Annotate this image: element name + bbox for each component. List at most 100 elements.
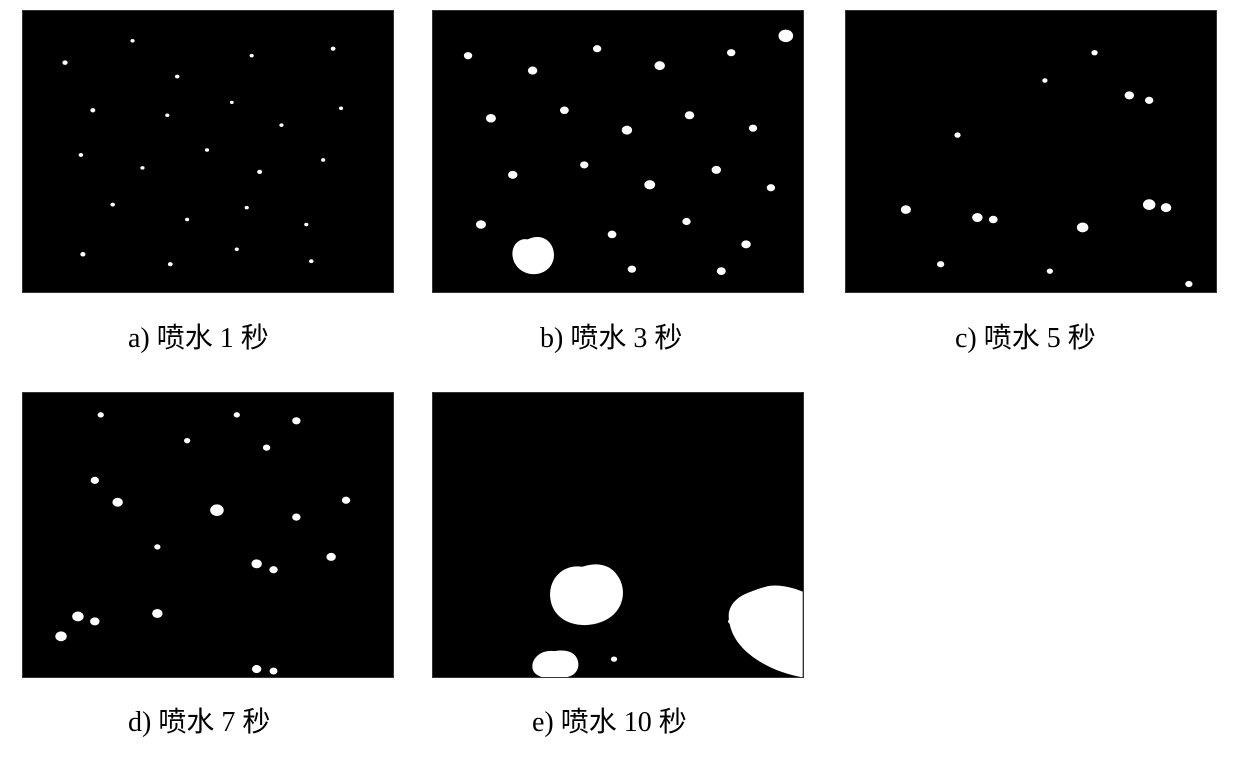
droplet-spot <box>989 216 998 224</box>
droplet-spot <box>1077 223 1088 233</box>
caption-a: a) 喷水 1 秒 <box>128 316 269 356</box>
caption-e: e) 喷水 10 秒 <box>532 700 687 740</box>
droplet-spot <box>972 213 982 222</box>
caption-b: b) 喷水 3 秒 <box>540 316 682 356</box>
droplet-spot <box>235 248 239 252</box>
droplet-spot <box>90 617 99 625</box>
droplet-spot <box>140 166 144 170</box>
droplet-spot <box>580 161 588 168</box>
panel-b-image <box>433 11 803 292</box>
droplet-spot <box>1042 78 1047 82</box>
droplet-spot <box>91 477 99 484</box>
droplet-spot <box>175 75 180 79</box>
droplet-spot <box>257 170 262 174</box>
droplet-spot <box>954 132 960 137</box>
droplet-spot <box>165 113 169 117</box>
droplet-spot <box>321 158 325 162</box>
droplet-spot <box>251 559 261 568</box>
droplet-spot <box>901 205 911 214</box>
droplet-spot <box>210 504 224 516</box>
droplet-spot <box>611 656 617 661</box>
droplet-spot <box>205 148 209 152</box>
droplet-spot <box>1047 268 1053 273</box>
droplet-spot <box>90 108 95 112</box>
droplet-spot <box>270 668 278 675</box>
droplet-spot <box>263 444 270 450</box>
droplet-spot <box>130 39 134 43</box>
droplet-spot <box>682 218 690 225</box>
panel-b <box>432 10 804 293</box>
droplet-blob <box>729 585 803 677</box>
droplet-spot <box>1125 91 1134 99</box>
droplet-spot <box>79 153 84 157</box>
droplet-blob <box>512 237 554 274</box>
droplet-spot <box>1161 203 1171 212</box>
droplet-spot <box>184 438 190 443</box>
droplet-spot <box>717 267 726 275</box>
droplet-spot <box>1145 97 1153 104</box>
droplet-spot <box>245 206 249 210</box>
droplet-spot <box>331 47 336 51</box>
droplet-spot <box>98 412 104 417</box>
droplet-spot <box>326 553 335 561</box>
panel-d <box>22 392 394 678</box>
droplet-spot <box>1185 281 1192 287</box>
droplet-spot <box>464 52 472 59</box>
droplet-spot <box>767 184 775 191</box>
droplet-spot <box>250 54 254 58</box>
droplet-spot <box>304 223 308 227</box>
droplet-spot <box>508 171 517 179</box>
droplet-spot <box>309 259 314 263</box>
droplet-spot <box>622 126 632 135</box>
panel-a-image <box>23 11 393 292</box>
panel-e-image <box>433 393 803 677</box>
droplet-spot <box>741 240 750 248</box>
droplet-spot <box>269 566 277 573</box>
droplet-spot <box>779 30 794 43</box>
panel-c <box>845 10 1217 293</box>
droplet-spot <box>279 123 283 127</box>
droplet-spot <box>62 60 67 64</box>
droplet-spot <box>252 665 261 673</box>
droplet-spot <box>230 101 234 104</box>
droplet-spot <box>560 107 569 115</box>
panel-c-image <box>846 11 1216 292</box>
droplet-spot <box>154 544 160 549</box>
caption-c: c) 喷水 5 秒 <box>955 316 1096 356</box>
droplet-blob <box>532 650 578 677</box>
droplet-spot <box>168 262 173 266</box>
droplet-spot <box>749 125 757 132</box>
droplet-spot <box>528 67 537 75</box>
droplet-spot <box>628 266 636 273</box>
droplet-spot <box>342 497 350 504</box>
droplet-spot <box>644 180 655 189</box>
droplet-spot <box>112 498 122 507</box>
droplet-spot <box>55 631 66 641</box>
droplet-spot <box>593 45 601 52</box>
droplet-spot <box>1143 199 1156 210</box>
panel-a <box>22 10 394 293</box>
droplet-spot <box>654 61 664 70</box>
caption-d: d) 喷水 7 秒 <box>128 700 270 740</box>
droplet-spot <box>712 166 721 174</box>
panel-e <box>432 392 804 678</box>
droplet-spot <box>234 412 240 417</box>
droplet-spot <box>608 231 617 239</box>
droplet-spot <box>476 220 486 229</box>
droplet-spot <box>727 49 735 56</box>
droplet-spot <box>185 218 189 222</box>
droplet-spot <box>1091 50 1097 55</box>
droplet-spot <box>292 514 300 521</box>
figure-container: a) 喷水 1 秒 b) 喷水 3 秒 c) 喷水 5 秒 d) 喷水 7 秒 e) 喷… <box>0 0 1240 774</box>
droplet-spot <box>937 261 944 267</box>
droplet-spot <box>486 114 496 123</box>
droplet-spot <box>80 252 85 256</box>
droplet-spot <box>152 609 162 618</box>
droplet-spot <box>110 203 115 207</box>
droplet-spot <box>72 612 83 622</box>
droplet-blob <box>550 564 623 625</box>
droplet-spot <box>339 107 343 111</box>
panel-d-image <box>23 393 393 677</box>
droplet-spot <box>685 111 694 119</box>
droplet-spot <box>292 417 300 424</box>
